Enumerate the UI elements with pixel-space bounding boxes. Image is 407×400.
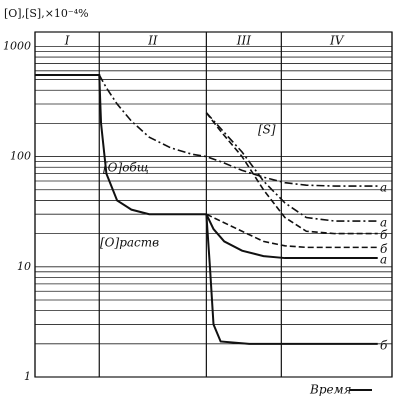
series-line: [35, 73, 207, 216]
curve-end-label: б: [380, 242, 388, 256]
series-label: [O]общ: [103, 161, 149, 175]
series-line: [205, 112, 378, 235]
curve-end-label: б: [380, 228, 388, 242]
series-label: [O]раств: [100, 236, 159, 250]
y-tick-label: 1000: [3, 39, 31, 52]
curve-end-label: а: [380, 216, 387, 230]
x-axis-label: Время: [309, 383, 352, 397]
region-label: IV: [329, 34, 345, 48]
curve-end-label: б: [380, 338, 388, 352]
series-line: [35, 74, 378, 187]
series-line: [205, 214, 378, 345]
region-label: III: [236, 34, 251, 48]
y-tick-label: 100: [10, 150, 31, 163]
series-line: [205, 213, 378, 260]
region-label: I: [64, 34, 70, 48]
series-line: [206, 213, 378, 249]
series-label: [S]: [258, 123, 276, 137]
curve-end-label: а: [380, 253, 387, 267]
y-axis-label: [O],[S],×10⁻⁴%: [4, 7, 89, 20]
y-tick-label: 10: [17, 260, 31, 273]
region-label: II: [147, 34, 158, 48]
y-tick-label: 1: [24, 370, 31, 383]
curve-end-label: а: [380, 181, 387, 195]
